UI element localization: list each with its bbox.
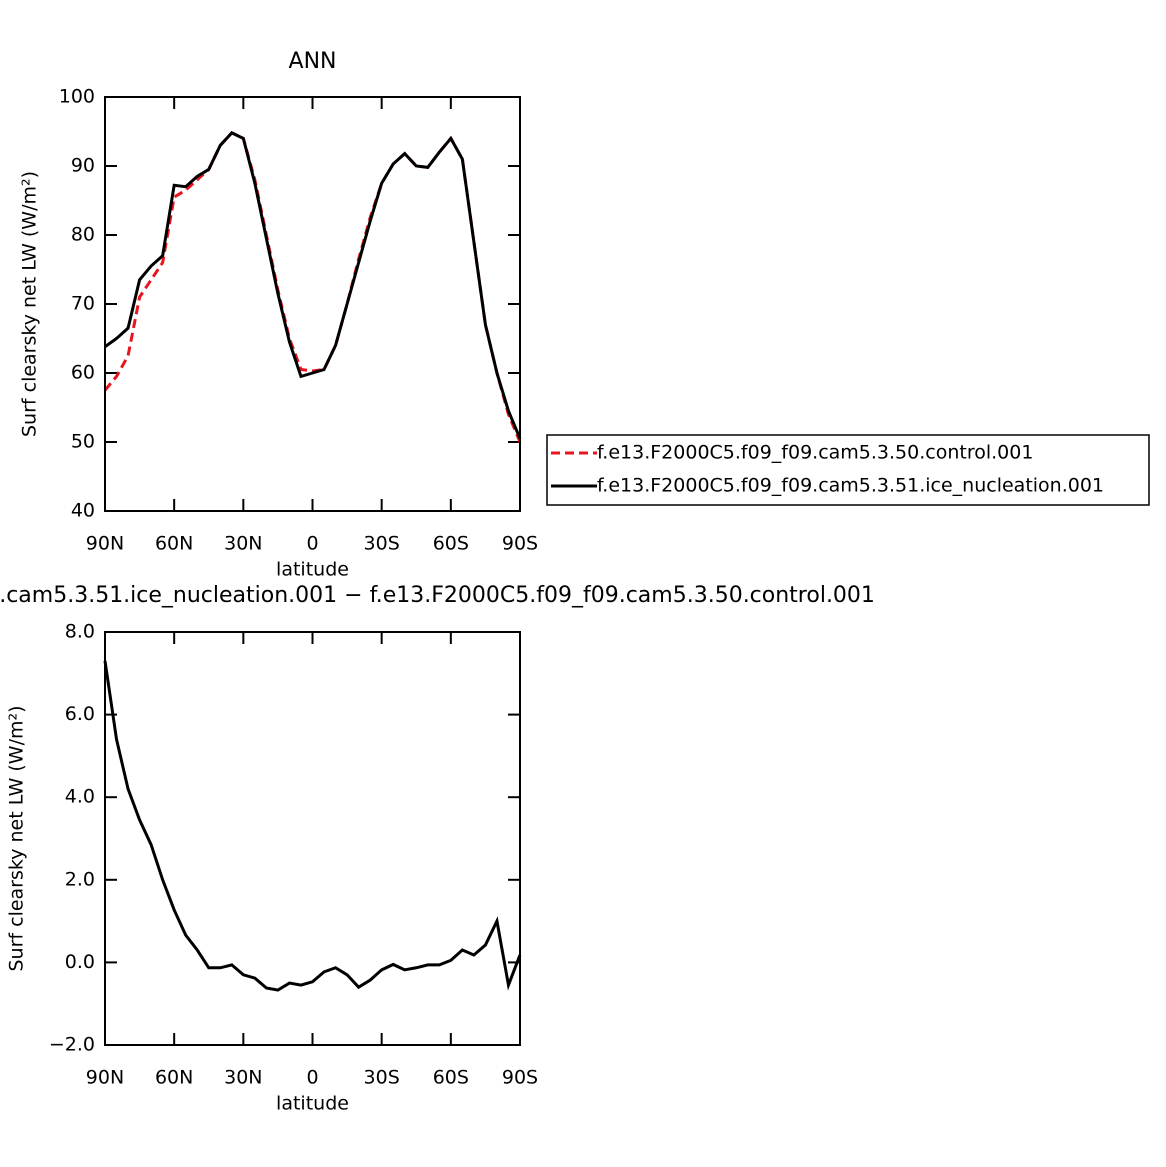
y-tick-label: 60 xyxy=(71,362,95,384)
y-tick-label: 40 xyxy=(71,500,95,522)
x-tick-label: 30S xyxy=(364,1067,400,1089)
x-tick-label: 60N xyxy=(155,1067,193,1089)
data-line xyxy=(103,660,522,992)
y-tick-label: 2.0 xyxy=(65,868,95,890)
legend-label: f.e13.F2000C5.f09_f09.cam5.3.50.control.… xyxy=(597,442,1033,464)
chart-title: ANN xyxy=(289,49,337,74)
y-tick-label: 90 xyxy=(71,155,95,177)
x-tick-label: 90S xyxy=(502,1067,538,1089)
y-tick-label: 50 xyxy=(71,431,95,453)
y-axis-label: Surf clearsky net LW (W/m²) xyxy=(19,171,41,437)
x-tick-label: 30N xyxy=(224,533,262,555)
x-tick-label: 60S xyxy=(433,533,469,555)
y-tick-label: 6.0 xyxy=(65,703,95,725)
x-axis-label: latitude xyxy=(276,1093,349,1115)
plot-frame xyxy=(104,631,521,1046)
x-tick-label: 0 xyxy=(306,1067,318,1089)
data-line xyxy=(103,131,522,443)
legend-label: f.e13.F2000C5.f09_f09.cam5.3.51.ice_nucl… xyxy=(597,475,1104,497)
data-line xyxy=(104,131,522,440)
x-axis-label: latitude xyxy=(276,559,349,581)
x-tick-label: 0 xyxy=(306,533,318,555)
y-tick-label: 4.0 xyxy=(65,786,95,808)
legend-box xyxy=(546,434,1150,506)
x-tick-label: 30N xyxy=(224,1067,262,1089)
y-tick-label: −2.0 xyxy=(49,1034,95,1056)
x-tick-label: 60S xyxy=(433,1067,469,1089)
x-tick-label: 30S xyxy=(364,533,400,555)
y-tick-label: 100 xyxy=(59,86,95,108)
y-tick-label: 70 xyxy=(71,293,95,315)
x-tick-label: 90S xyxy=(502,533,538,555)
x-tick-label: 90N xyxy=(86,1067,124,1089)
x-tick-label: 90N xyxy=(86,533,124,555)
chart-title: f.e13.F2000C5.f09_f09.cam5.3.51.ice_nucl… xyxy=(0,583,875,608)
y-tick-label: 8.0 xyxy=(65,621,95,643)
y-tick-label: 80 xyxy=(71,224,95,246)
x-tick-label: 60N xyxy=(155,533,193,555)
y-tick-label: 0.0 xyxy=(65,951,95,973)
plot-frame xyxy=(104,96,521,512)
y-axis-label: Surf clearsky net LW (W/m²) xyxy=(6,705,28,971)
